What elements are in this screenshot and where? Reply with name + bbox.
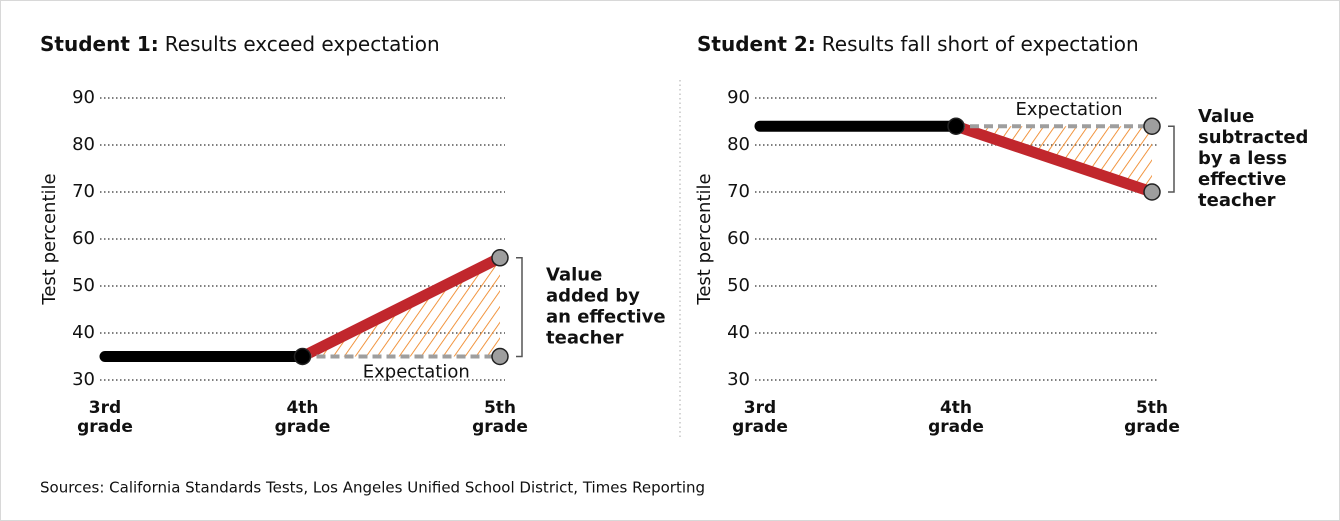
annotation: an effective xyxy=(546,307,666,328)
x-tick-label: 3rd grade xyxy=(77,398,133,437)
point-marker xyxy=(293,347,312,366)
point-marker xyxy=(947,117,965,135)
y-tick-label: 40 xyxy=(72,322,95,343)
y-tick-label: 60 xyxy=(727,228,750,249)
annotation: effective xyxy=(1198,169,1286,190)
annotation: subtracted xyxy=(1198,127,1308,148)
y-tick-label: 70 xyxy=(72,181,95,202)
title-text: Results fall short of expectation xyxy=(822,32,1139,56)
title-prefix: Student 2: xyxy=(697,32,816,56)
point-marker xyxy=(1143,117,1161,135)
annotation: added by xyxy=(546,286,640,307)
bracket xyxy=(516,257,523,358)
title-text: Results exceed expectation xyxy=(165,32,440,56)
y-axis-label: Test percentile xyxy=(694,173,715,305)
annotation: Value xyxy=(1198,106,1254,127)
x-tick-label: 5th grade xyxy=(472,398,528,437)
x-tick-label: 4th grade xyxy=(275,398,331,437)
x-tick-label: 4th grade xyxy=(928,398,984,437)
point-marker xyxy=(491,249,509,267)
y-tick-label: 90 xyxy=(727,87,750,108)
y-tick-label: 60 xyxy=(72,228,95,249)
y-tick-label: 50 xyxy=(727,275,750,296)
expectation-label: Expectation xyxy=(1016,99,1123,120)
annotation: Value xyxy=(546,265,602,286)
annotation: by a less xyxy=(1198,148,1287,169)
annotation: teacher xyxy=(546,328,624,349)
y-tick-label: 30 xyxy=(72,369,95,390)
series-line xyxy=(950,120,1158,198)
bracket xyxy=(1168,125,1175,193)
annotation: teacher xyxy=(1198,190,1276,211)
y-tick-label: 90 xyxy=(72,87,95,108)
chart-title: Student 2: Results fall short of expectat… xyxy=(697,32,1139,56)
y-tick-label: 30 xyxy=(727,369,750,390)
point-marker xyxy=(491,347,509,366)
y-tick-label: 50 xyxy=(72,275,95,296)
chart-title: Student 1: Results exceed expectation xyxy=(40,32,440,56)
y-axis-label: Test percentile xyxy=(39,173,60,305)
y-tick-label: 70 xyxy=(727,181,750,202)
title-prefix: Student 1: xyxy=(40,32,159,56)
y-tick-label: 80 xyxy=(727,134,750,155)
series-line xyxy=(297,252,506,362)
expectation-label: Expectation xyxy=(363,362,470,383)
point-marker xyxy=(1143,183,1161,201)
source: Sources: California Standards Tests, Los… xyxy=(40,479,705,497)
x-tick-label: 5th grade xyxy=(1124,398,1180,437)
y-tick-label: 80 xyxy=(72,134,95,155)
x-tick-label: 3rd grade xyxy=(732,398,788,437)
y-tick-label: 40 xyxy=(727,322,750,343)
